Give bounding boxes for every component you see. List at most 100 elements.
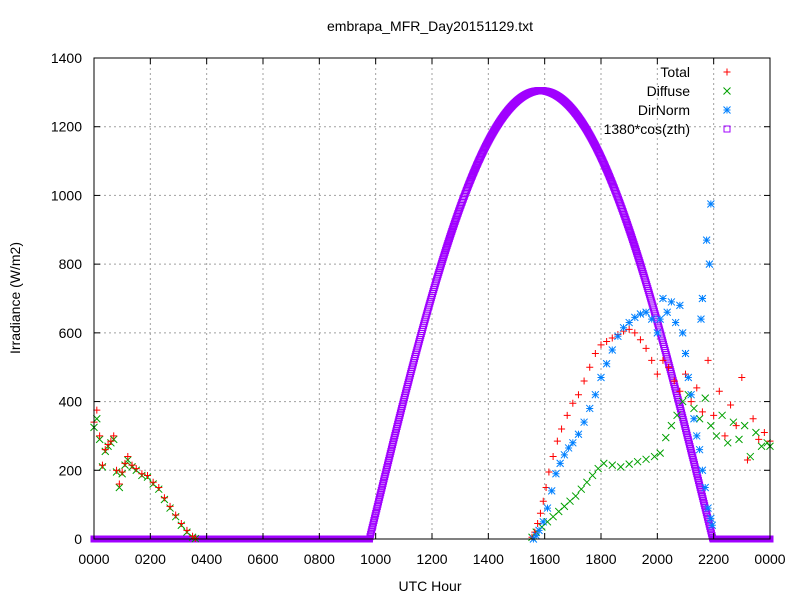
- diffuse-point: [757, 442, 766, 451]
- cos-zth-point: [394, 420, 402, 428]
- total-point: [648, 356, 656, 364]
- dirnorm-point: [698, 294, 707, 303]
- cos-zth-point: [373, 503, 381, 511]
- total-point: [659, 356, 667, 364]
- total-point: [586, 363, 594, 371]
- cos-zth-point: [382, 466, 390, 474]
- dirnorm-point: [705, 260, 714, 268]
- diffuse-point: [695, 414, 704, 423]
- cos-zth-point: [395, 416, 403, 424]
- cos-zth-point: [369, 519, 377, 527]
- x-tick-label: 0000: [78, 551, 109, 567]
- dirnorm-point: [574, 430, 583, 439]
- dirnorm-point: [547, 487, 556, 495]
- total-point: [591, 349, 599, 357]
- cos-zth-point: [693, 472, 701, 480]
- cos-zth-point: [391, 432, 399, 440]
- cos-zth-point: [399, 398, 407, 406]
- cos-zth-point: [693, 470, 701, 478]
- cos-zth-point: [381, 473, 389, 481]
- dirnorm-point: [681, 349, 690, 358]
- cos-zth-point: [634, 251, 642, 259]
- dirnorm-point: [580, 418, 588, 427]
- total-point: [166, 502, 174, 510]
- dirnorm-point: [585, 404, 594, 413]
- cos-zth-point: [393, 425, 401, 433]
- total-point: [558, 425, 566, 433]
- dirnorm-point: [642, 308, 650, 317]
- total-point: [676, 387, 684, 395]
- y-axis-label: Irradiance (W/m2): [7, 242, 23, 354]
- cos-zth-point: [678, 411, 686, 419]
- cos-zth-point: [376, 491, 384, 499]
- cos-zth-point: [632, 248, 640, 256]
- cos-zth-point: [398, 405, 406, 413]
- total-point: [721, 432, 729, 440]
- dirnorm-point: [597, 373, 605, 382]
- cos-zth-point: [443, 243, 451, 251]
- total-point: [155, 483, 163, 491]
- dirnorm-point: [653, 329, 662, 337]
- diffuse-point: [752, 428, 760, 437]
- x-tick-label: 1600: [529, 551, 560, 567]
- cos-zth-point: [380, 477, 388, 485]
- total-point: [597, 341, 605, 349]
- cos-zth-point: [694, 476, 702, 484]
- cos-zth-point: [378, 482, 386, 490]
- cos-zth-point: [707, 527, 715, 535]
- total-point: [124, 453, 132, 461]
- dirnorm-point: [630, 313, 639, 322]
- total-point: [665, 363, 673, 371]
- dirnorm-point: [532, 531, 541, 540]
- dirnorm-point: [676, 301, 684, 310]
- total-point: [727, 401, 735, 409]
- x-tick-label: 1800: [585, 551, 616, 567]
- total-point: [118, 468, 126, 476]
- cos-zth-point: [680, 418, 688, 426]
- x-tick-label: 0000: [754, 551, 785, 567]
- legend-total-label: Total: [660, 64, 690, 80]
- cos-zth-point: [392, 427, 400, 435]
- cos-zth-point: [402, 387, 410, 395]
- total-point: [631, 329, 639, 337]
- cos-zth-point: [684, 436, 692, 444]
- dirnorm-point: [535, 526, 543, 535]
- x-tick-label: 1000: [360, 551, 391, 567]
- cos-zth-point: [367, 530, 375, 538]
- cos-zth-point: [401, 391, 409, 399]
- legend-dirnorm-label: DirNorm: [638, 102, 690, 118]
- total-point: [549, 453, 557, 461]
- cos-zth-point: [389, 438, 397, 446]
- cos-zth-point: [372, 507, 380, 515]
- total-point: [642, 344, 650, 352]
- dirnorm-point: [556, 459, 565, 468]
- cos-zth-point: [703, 511, 711, 519]
- cos-zth-point: [403, 383, 411, 391]
- cos-zth-point: [379, 479, 387, 487]
- total-point: [636, 336, 644, 344]
- diffuse-point: [706, 421, 715, 430]
- cos-zth-point: [386, 452, 394, 460]
- cos-zth-point: [396, 411, 404, 419]
- diffuse-point: [723, 438, 732, 447]
- cos-zth-point: [684, 433, 692, 441]
- x-tick-labels: 0000 0200 0400 0600 0800 1000 1200 1400 1600 1800…: [78, 551, 785, 567]
- diffuse-point: [599, 459, 608, 468]
- cos-zth-point: [439, 256, 447, 264]
- legend-cos-zth-label: 1380*cos(zth): [604, 121, 690, 137]
- cos-zth-point: [366, 533, 374, 541]
- cos-zth-point: [683, 429, 691, 437]
- dirnorm-point: [690, 414, 698, 423]
- dirnorm-point: [591, 390, 600, 399]
- cos-zth-point: [381, 470, 389, 478]
- cos-zth-point: [687, 445, 695, 453]
- dirnorm-point: [697, 315, 705, 323]
- diffuse-point: [583, 478, 591, 487]
- cos-zth-point: [702, 506, 710, 514]
- cos-zth-point: [671, 385, 679, 393]
- cos-zth-point: [372, 509, 380, 517]
- cos-zth-point: [687, 447, 695, 455]
- cos-zth-point: [442, 245, 450, 253]
- cos-zth-point: [376, 493, 384, 501]
- cos-zth-point: [442, 247, 450, 255]
